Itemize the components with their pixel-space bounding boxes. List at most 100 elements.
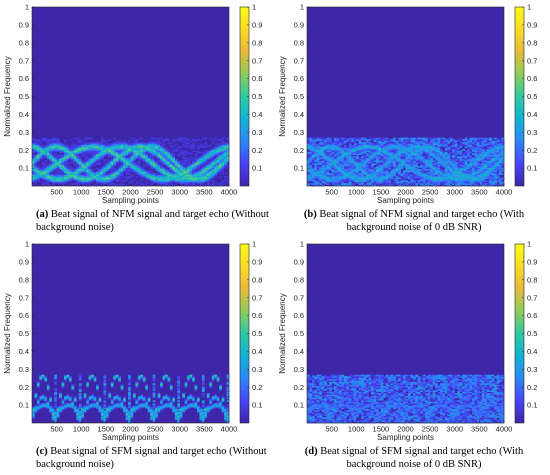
heatmap-cell (221, 168, 225, 171)
heatmap-cell (398, 160, 401, 163)
heatmap-cell (486, 167, 490, 170)
heatmap-cell (64, 397, 67, 400)
heatmap-cell (467, 166, 470, 168)
heatmap-cell (46, 181, 50, 184)
heatmap-cell (437, 170, 441, 173)
heatmap-cell (380, 158, 384, 161)
heatmap-cell (100, 143, 104, 146)
heatmap-cell (326, 171, 330, 174)
heatmap-cell (427, 183, 431, 185)
heatmap-cell (326, 177, 330, 180)
heatmap-cell (76, 418, 80, 421)
heatmap-cell (442, 156, 446, 158)
heatmap-cell (471, 163, 475, 165)
heatmap-cell (371, 157, 374, 160)
heatmap-cell (135, 167, 139, 170)
heatmap-cell (169, 153, 173, 156)
heatmap-cell (196, 170, 200, 173)
heatmap-cell (395, 161, 399, 164)
heatmap-cell (346, 184, 350, 187)
heatmap-cell (71, 158, 75, 161)
heatmap-cell (469, 154, 473, 157)
heatmap-cell (368, 176, 372, 178)
heatmap-cell (348, 180, 352, 183)
heatmap-cell (311, 158, 315, 161)
heatmap-cell (216, 150, 220, 153)
heatmap-cell (415, 141, 419, 144)
heatmap-cell (61, 181, 65, 184)
heatmap-cell (189, 166, 193, 168)
heatmap-cell (44, 150, 48, 153)
heatmap-cell (481, 156, 485, 158)
heatmap-cell (336, 163, 340, 165)
heatmap-cell (209, 180, 213, 183)
heatmap-cell (169, 176, 173, 178)
heatmap-cell (137, 147, 141, 150)
heatmap-cell (388, 164, 392, 167)
heatmap-cell (481, 161, 485, 164)
heatmap-cell (390, 168, 394, 171)
heatmap-cell (201, 163, 205, 165)
heatmap-cell (410, 178, 414, 181)
heatmap-cell (452, 176, 456, 178)
heatmap-cell (435, 166, 438, 168)
caption-a: (a) Beat signal of NFM signal and target… (36, 208, 272, 234)
heatmap-cell (32, 414, 35, 417)
heatmap-cell (385, 150, 389, 153)
heatmap-cell (59, 147, 62, 150)
heatmap-cell (385, 173, 389, 175)
heatmap-cell (324, 176, 327, 178)
heatmap-cell (383, 150, 387, 153)
heatmap-cell (164, 150, 168, 153)
heatmap-cell (132, 170, 136, 173)
heatmap-cell (412, 150, 416, 153)
heatmap-cell (311, 153, 315, 156)
heatmap-cell (393, 178, 396, 181)
heatmap-cell (172, 174, 176, 177)
heatmap-cell (334, 180, 337, 183)
heatmap-cell (68, 403, 72, 405)
heatmap-cell (132, 140, 136, 143)
heatmap-cell (91, 137, 94, 140)
heatmap-cell (184, 167, 188, 170)
heatmap-cell (427, 167, 431, 170)
heatmap-cell (194, 167, 198, 170)
heatmap-cell (103, 163, 107, 165)
heatmap-cell (336, 158, 340, 161)
heatmap-cell (462, 158, 465, 161)
heatmap-cell (499, 143, 502, 146)
heatmap-cell (93, 154, 97, 157)
heatmap-cell (81, 184, 85, 187)
heatmap-cell (46, 404, 50, 407)
heatmap-cell (54, 168, 57, 171)
heatmap-cell (307, 140, 310, 143)
heatmap-cell (152, 144, 156, 147)
heatmap-cell (496, 180, 500, 183)
heatmap-cell (113, 171, 117, 174)
heatmap-cell (457, 168, 460, 171)
heatmap-cell (78, 149, 82, 151)
heatmap-cell (449, 164, 453, 167)
heatmap-cell (383, 183, 387, 185)
heatmap-cell (459, 174, 463, 177)
heatmap-cell (76, 166, 80, 168)
heatmap-cell (189, 153, 193, 156)
heatmap-cell (68, 157, 72, 160)
heatmap-cell (123, 144, 126, 147)
heatmap-cell (36, 180, 40, 183)
heatmap-cell (469, 150, 473, 153)
heatmap-cell (41, 178, 45, 181)
heatmap-cell (420, 161, 424, 164)
heatmap-cell (383, 149, 387, 151)
heatmap-cell (489, 154, 492, 157)
heatmap-cell (51, 144, 55, 147)
heatmap-cell (348, 144, 352, 147)
heatmap-cell (496, 150, 500, 153)
heatmap-cell (427, 153, 431, 156)
heatmap-cell (152, 161, 156, 164)
heatmap-cell (403, 161, 406, 164)
heatmap-cell (54, 411, 57, 414)
heatmap-cell (432, 140, 436, 143)
heatmap-cell (427, 178, 431, 181)
heatmap-cell (454, 181, 458, 184)
